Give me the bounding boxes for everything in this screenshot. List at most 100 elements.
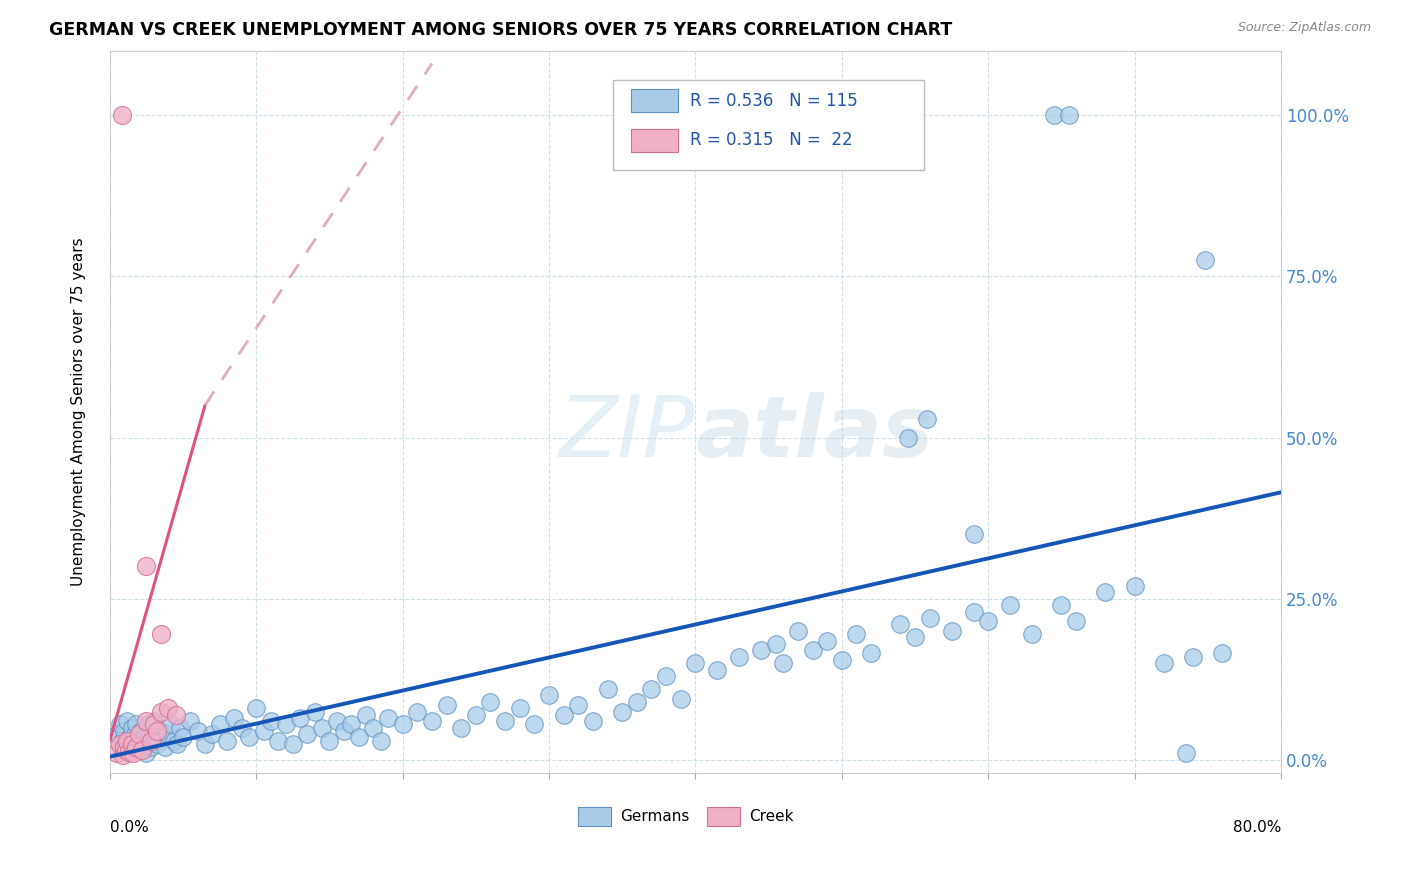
Point	[187, 723, 209, 738]
Text: Creek: Creek	[749, 809, 794, 824]
Text: GERMAN VS CREEK UNEMPLOYMENT AMONG SENIORS OVER 75 YEARS CORRELATION CHART: GERMAN VS CREEK UNEMPLOYMENT AMONG SENIO…	[49, 21, 952, 38]
Point	[728, 649, 751, 664]
Text: Germans: Germans	[620, 809, 690, 824]
Point	[122, 747, 145, 761]
Point	[765, 637, 787, 651]
Bar	[707, 807, 740, 826]
Point	[231, 721, 253, 735]
Point	[333, 723, 356, 738]
Point	[962, 605, 984, 619]
Point	[115, 743, 138, 757]
Point	[612, 705, 634, 719]
Point	[509, 701, 531, 715]
Point	[567, 698, 589, 712]
Point	[596, 681, 619, 696]
Point	[135, 559, 157, 574]
Point	[112, 747, 135, 762]
Point	[377, 711, 399, 725]
Point	[1094, 585, 1116, 599]
Point	[112, 737, 135, 751]
Point	[150, 627, 173, 641]
Point	[669, 691, 692, 706]
Point	[165, 707, 187, 722]
Text: ZIP: ZIP	[560, 392, 696, 475]
Point	[845, 627, 868, 641]
Text: 0.0%: 0.0%	[110, 820, 149, 835]
Point	[108, 717, 131, 731]
Point	[904, 631, 927, 645]
Point	[311, 721, 333, 735]
Point	[553, 707, 575, 722]
Point	[201, 727, 224, 741]
Point	[118, 745, 141, 759]
Point	[918, 611, 941, 625]
Point	[131, 739, 153, 754]
Point	[897, 430, 920, 444]
Point	[941, 624, 963, 638]
Point	[626, 695, 648, 709]
Point	[1123, 579, 1146, 593]
Text: R = 0.536   N = 115: R = 0.536 N = 115	[689, 92, 858, 110]
Point	[420, 714, 443, 728]
Point	[224, 711, 246, 725]
Point	[977, 614, 1000, 628]
Point	[155, 739, 177, 754]
Point	[772, 656, 794, 670]
Y-axis label: Unemployment Among Seniors over 75 years: Unemployment Among Seniors over 75 years	[72, 237, 86, 586]
Point	[436, 698, 458, 712]
Point	[141, 733, 163, 747]
Point	[1211, 647, 1233, 661]
Point	[172, 731, 194, 745]
Point	[135, 714, 157, 728]
Point	[1021, 627, 1043, 641]
Point	[145, 737, 167, 751]
Point	[1057, 108, 1080, 122]
Point	[537, 689, 560, 703]
Point	[110, 108, 132, 122]
Point	[238, 731, 260, 745]
Point	[122, 737, 145, 751]
Bar	[578, 807, 612, 826]
Point	[281, 737, 304, 751]
Point	[115, 743, 138, 757]
Point	[114, 723, 136, 738]
Point	[1153, 656, 1175, 670]
Point	[169, 721, 191, 735]
Point	[494, 714, 516, 728]
Point	[142, 714, 165, 728]
Point	[1050, 598, 1073, 612]
Point	[132, 731, 155, 745]
Point	[134, 737, 156, 751]
Point	[117, 733, 139, 747]
Point	[297, 727, 319, 741]
Point	[354, 707, 377, 722]
Point	[450, 721, 472, 735]
Bar	[631, 89, 678, 112]
Point	[135, 747, 157, 761]
Point	[114, 739, 136, 754]
Point	[128, 727, 150, 741]
Point	[179, 714, 201, 728]
Point	[125, 717, 148, 731]
Point	[121, 737, 143, 751]
Text: R = 0.315   N =  22: R = 0.315 N = 22	[689, 131, 852, 149]
Point	[120, 731, 142, 745]
Point	[105, 747, 128, 761]
Text: atlas: atlas	[696, 392, 934, 475]
Point	[889, 617, 911, 632]
Point	[860, 647, 883, 661]
Point	[406, 705, 429, 719]
Point	[685, 656, 707, 670]
Point	[274, 717, 297, 731]
Point	[915, 412, 938, 426]
Point	[150, 705, 173, 719]
Point	[138, 727, 160, 741]
Point	[370, 733, 392, 747]
Point	[108, 737, 131, 751]
Point	[252, 723, 274, 738]
Point	[149, 723, 172, 738]
Point	[142, 717, 165, 731]
Point	[1064, 614, 1087, 628]
Point	[163, 733, 186, 747]
Point	[347, 731, 370, 745]
